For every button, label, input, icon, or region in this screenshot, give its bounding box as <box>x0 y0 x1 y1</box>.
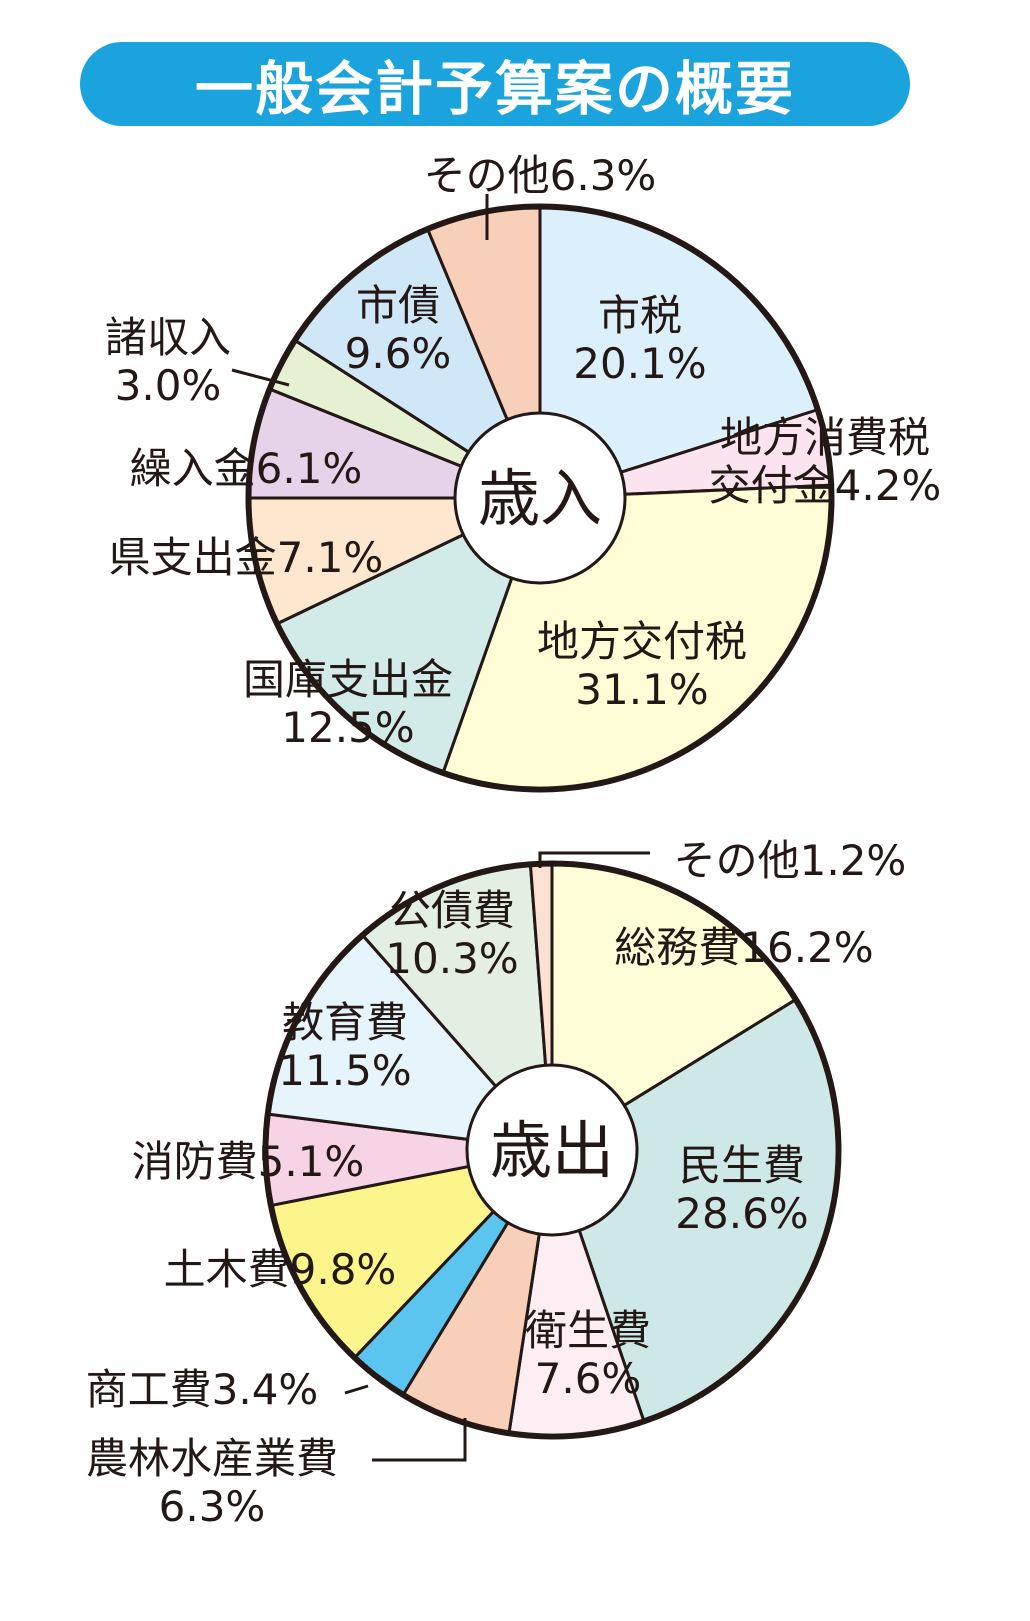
pie-center-hole <box>465 1063 639 1237</box>
slice-label-2: 地方消費税交付金4.2% <box>709 413 942 510</box>
pie-chart-2: 歳出 総務費16.2% 民生費 28.6%衛生費 7.6% 農林水産業費 6.3% 商工費3.… <box>86 836 907 1531</box>
pie-outline <box>245 203 835 793</box>
slice-label-8: 市債 9.6% <box>345 281 452 378</box>
pie-outline <box>262 860 842 1440</box>
slice-label-3: 地方交付税 31.1% <box>537 617 747 714</box>
slice-label-9: 公債費 10.3% <box>385 886 518 983</box>
slice-label-10: その他1.2% <box>674 836 907 885</box>
slice-label-3: 衛生費 7.6% <box>525 1306 651 1403</box>
slice-label-1: 市税 20.1% <box>573 291 706 388</box>
pie-chart-1: 歳入 市税 20.1%地方消費税交付金4.2% 地方交付税 31.1% 国庫支出金 12.5… <box>105 151 942 793</box>
leader-line-2 <box>231 368 290 387</box>
slice-label-4: 国庫支出金 12.5% <box>243 655 453 752</box>
title-banner: 一般会計予算案の概要 <box>80 42 910 126</box>
chart-title: 一般会計予算案の概要 <box>194 55 795 123</box>
slice-label-2: 民生費 28.6% <box>675 1141 808 1238</box>
leader-line-1 <box>538 851 650 868</box>
leader-line-3 <box>344 1384 369 1395</box>
slice-label-8: 教育費 11.5% <box>278 998 411 1095</box>
pie-center-label: 歳入 <box>478 462 602 535</box>
slice-label-9: その他6.3% <box>424 151 657 200</box>
slice-label-4: 農林水産業費 6.3% <box>86 1434 338 1531</box>
slice-label-7: 諸収入 3.0% <box>105 313 231 410</box>
slice-label-5: 商工費3.4% <box>86 1365 319 1414</box>
slice-label-6: 繰入金6.1% <box>130 444 363 493</box>
leader-line-2 <box>372 1418 467 1462</box>
pie-center-hole <box>453 411 627 585</box>
slice-label-7: 消防費5.1% <box>132 1137 365 1186</box>
pie-center-label: 歳出 <box>490 1114 614 1187</box>
slice-label-1: 総務費16.2% <box>614 923 873 972</box>
slice-label-6: 土木費9.8% <box>164 1245 397 1294</box>
slice-label-5: 県支出金7.1% <box>109 533 384 582</box>
